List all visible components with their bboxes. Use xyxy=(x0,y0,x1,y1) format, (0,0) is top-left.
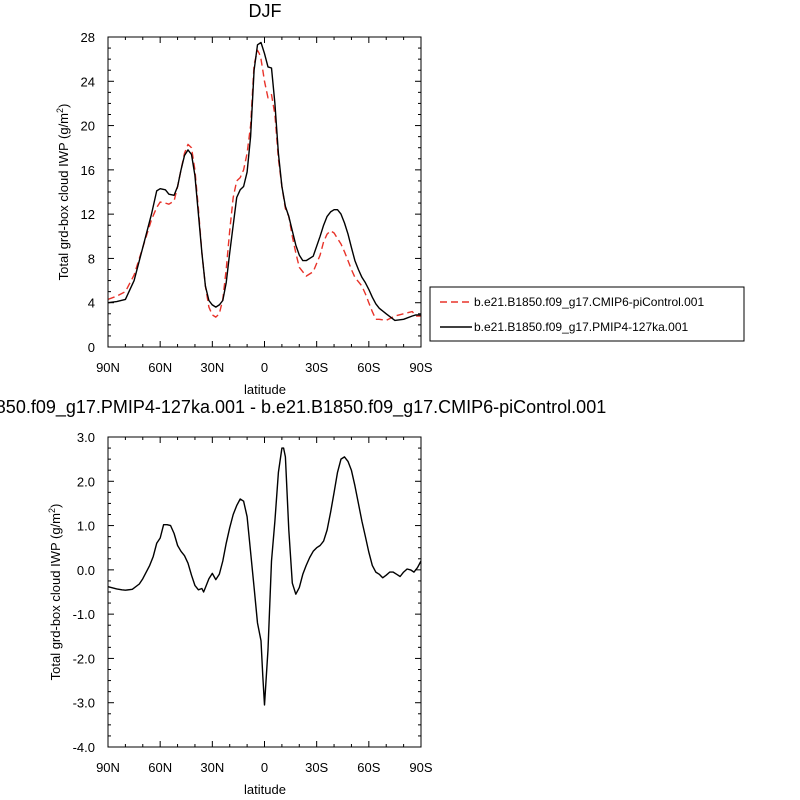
bottom-x-tick-label: 0 xyxy=(261,760,268,775)
top-x-tick-label: 60N xyxy=(148,360,172,375)
top-x-tick-label: 30N xyxy=(200,360,224,375)
bottom-y-tick-label: 3.0 xyxy=(77,430,95,445)
top-x-tick-label: 90N xyxy=(96,360,120,375)
bottom-x-tick-label: 30N xyxy=(200,760,224,775)
bottom-plot-frame xyxy=(107,436,422,748)
bottom-y-tick-label: -2.0 xyxy=(73,651,95,666)
top-y-tick-label: 4 xyxy=(88,296,95,311)
bottom-x-tick-label: 60N xyxy=(148,760,172,775)
top-x-axis-label: latitude xyxy=(244,382,286,397)
bottom-y-tick-label: 2.0 xyxy=(77,474,95,489)
bottom-panel: 850.f09_g17.PMIP4-127ka.001 - b.e21.B185… xyxy=(0,397,606,797)
top-y-tick-label: 8 xyxy=(88,251,95,266)
bottom-x-tick-label: 60S xyxy=(357,760,380,775)
top-x-tick-label: 90S xyxy=(409,360,432,375)
legend: b.e21.B1850.f09_g17.CMIP6-piControl.001 … xyxy=(429,286,745,342)
bottom-x-axis-label: latitude xyxy=(244,782,286,797)
top-chart-title: DJF xyxy=(249,1,282,21)
top-y-tick-label: 0 xyxy=(88,340,95,355)
bottom-y-tick-label: -3.0 xyxy=(73,696,95,711)
bottom-plot-area: 90N 60N 30N 0 30S 60S 90S -4.0 -3.0 -2.0 -1.0 0.0 1.… xyxy=(73,430,433,775)
top-y-axis-label: Total grd-box cloud IWP (g/m2) xyxy=(55,104,71,281)
legend-label-piControl: b.e21.B1850.f09_g17.CMIP6-piControl.001 xyxy=(474,295,704,309)
top-plot-frame xyxy=(107,36,422,348)
top-x-tick-label: 60S xyxy=(357,360,380,375)
bottom-y-axis-label: Total grd-box cloud IWP (g/m2) xyxy=(47,504,63,681)
top-plot-area: 90N 60N 30N 0 30S 60S 90S 0 4 8 12 16 20 24 28 xyxy=(81,30,433,375)
top-x-tick-label: 30S xyxy=(305,360,328,375)
top-y-tick-label: 16 xyxy=(81,163,95,178)
bottom-series-line-difference xyxy=(107,447,422,706)
legend-label-127ka: b.e21.B1850.f09_g17.PMIP4-127ka.001 xyxy=(474,320,688,334)
top-x-tick-label: 0 xyxy=(261,360,268,375)
top-panel: DJF 90N 60N 30N 0 30S 60S 90S 0 4 8 12 16 20 24 28 lat… xyxy=(55,1,745,397)
bottom-y-tick-label: 1.0 xyxy=(77,519,95,534)
bottom-chart-title: 850.f09_g17.PMIP4-127ka.001 - b.e21.B185… xyxy=(0,397,606,418)
bottom-y-tick-label: 0.0 xyxy=(77,563,95,578)
bottom-x-tick-label: 90S xyxy=(409,760,432,775)
top-y-tick-label: 20 xyxy=(81,119,95,134)
top-series-line-b-e21-b1850-f09-g17-cmip6-picontrol-001 xyxy=(107,49,421,322)
top-y-tick-label: 28 xyxy=(81,30,95,45)
bottom-y-tick-label: -1.0 xyxy=(73,607,95,622)
top-y-tick-label: 24 xyxy=(81,74,95,89)
bottom-x-tick-label: 90N xyxy=(96,760,120,775)
bottom-x-tick-label: 30S xyxy=(305,760,328,775)
top-series-line-b-e21-b1850-f09-g17-pmip4-127ka-001 xyxy=(107,41,421,322)
top-y-tick-label: 12 xyxy=(81,207,95,222)
legend-box xyxy=(429,286,745,342)
bottom-y-tick-label: -4.0 xyxy=(73,740,95,755)
